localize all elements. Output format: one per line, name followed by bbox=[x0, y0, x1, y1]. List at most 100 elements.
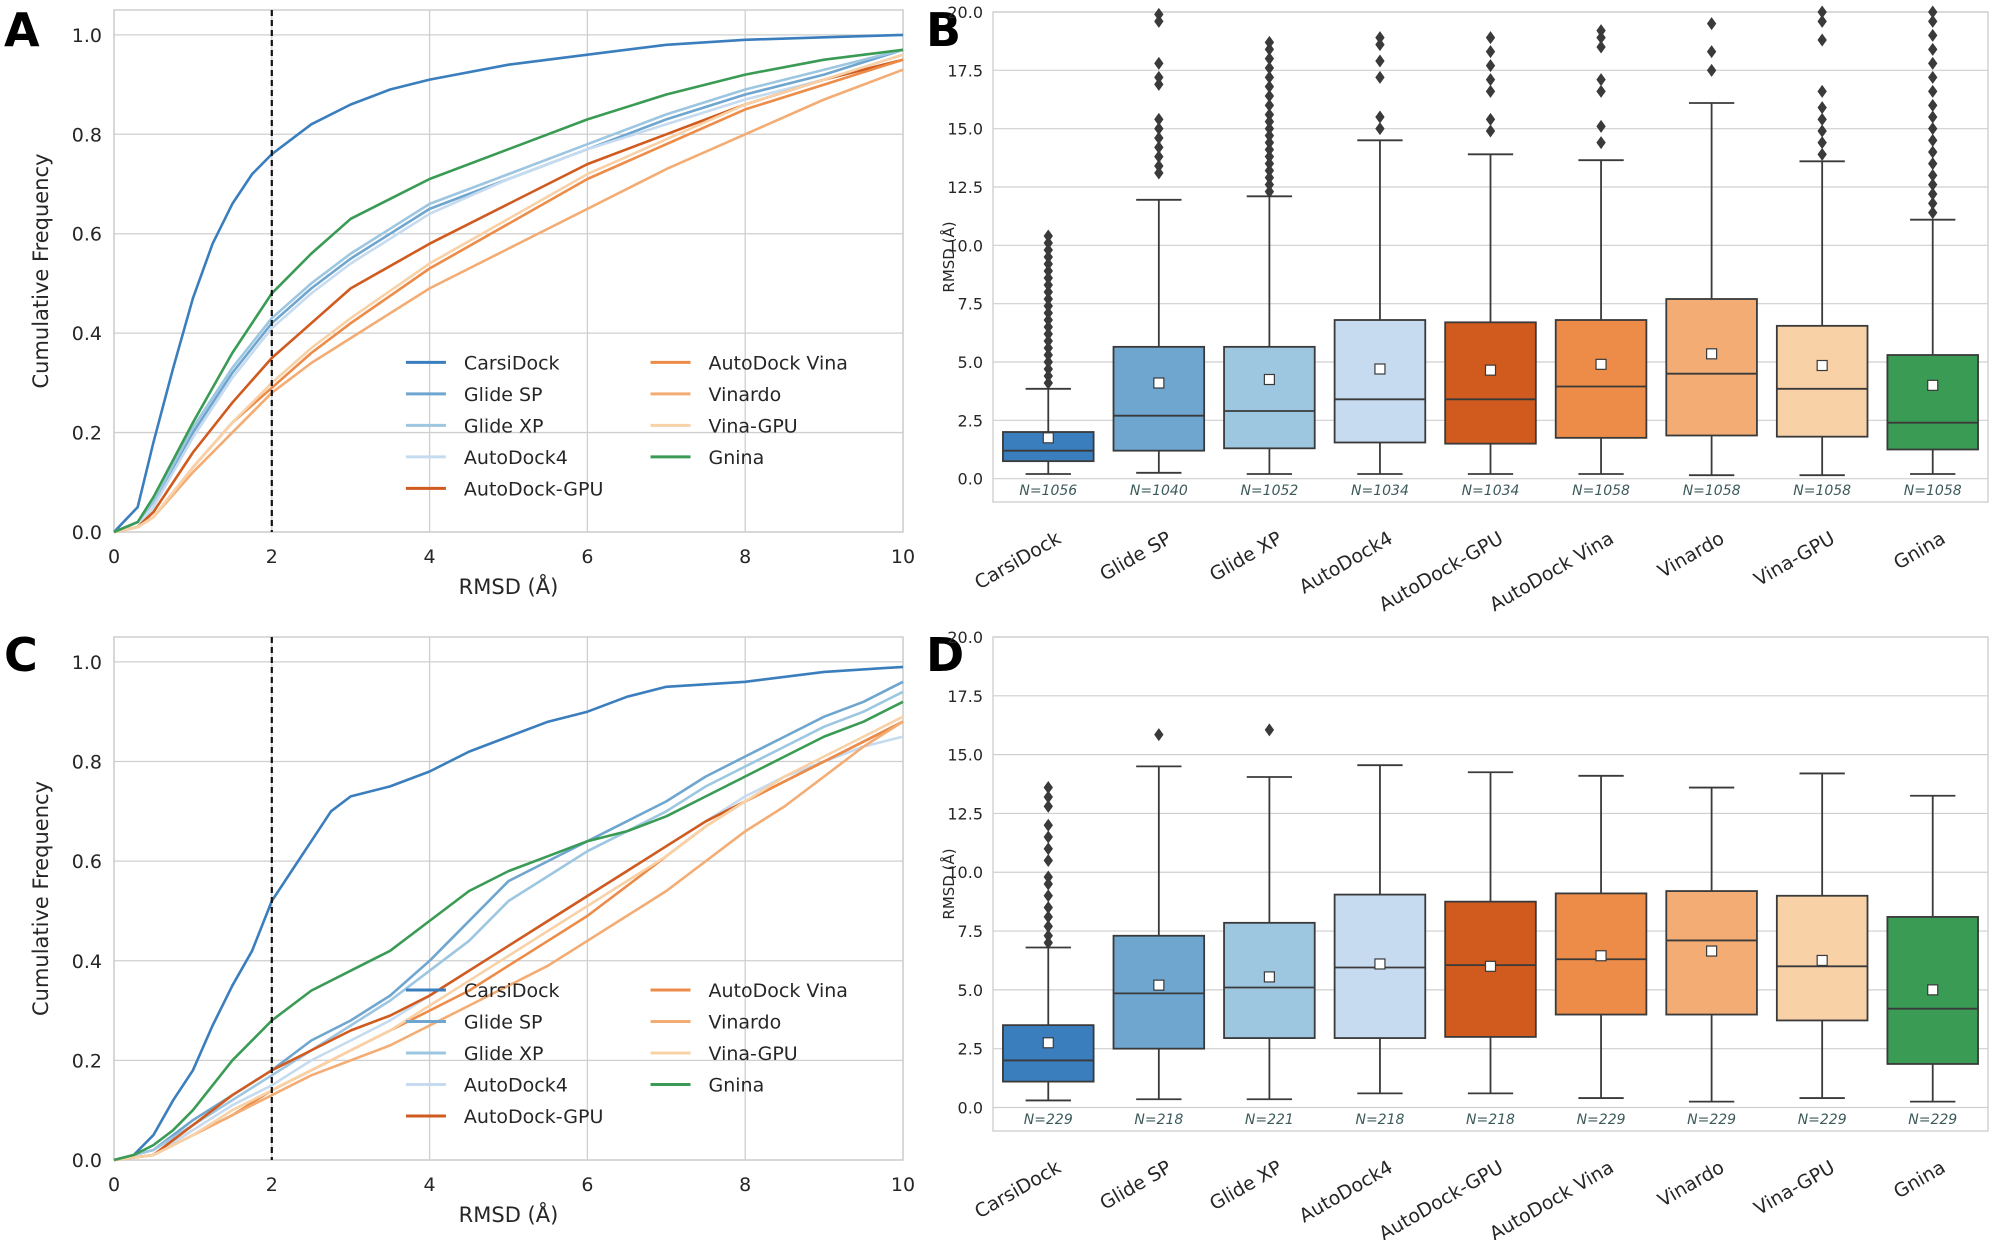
legend-label-glide-xp: Glide XP bbox=[464, 1043, 544, 1065]
count-label: N=218 bbox=[1134, 1112, 1183, 1128]
legend-label-glide-xp: Glide XP bbox=[464, 415, 544, 437]
count-label: N=229 bbox=[1687, 1112, 1736, 1128]
iqr-box bbox=[1333, 319, 1427, 444]
outlier-point bbox=[1043, 901, 1053, 915]
y-tick-label: 15.0 bbox=[947, 120, 983, 139]
outlier-point bbox=[1264, 129, 1275, 143]
count-label: N=1056 bbox=[1019, 483, 1077, 499]
legend-label-autodock-gpu: AutoDock-GPU bbox=[464, 478, 603, 500]
x-tick-label: 8 bbox=[739, 546, 751, 568]
legend-label-carsidock: CarsiDock bbox=[464, 352, 560, 374]
iqr-box bbox=[1112, 345, 1206, 452]
y-tick-label: 0.0 bbox=[72, 522, 102, 544]
mean-marker bbox=[1595, 358, 1607, 370]
y-tick-label: 7.5 bbox=[958, 922, 983, 941]
count-label: N=229 bbox=[1798, 1112, 1847, 1128]
x-tick-label: Glide SP bbox=[1096, 527, 1175, 585]
plot-frame bbox=[113, 636, 904, 1161]
legend-label-autodock-gpu: AutoDock-GPU bbox=[464, 1106, 603, 1128]
legend-label-carsidock: CarsiDock bbox=[464, 980, 560, 1002]
count-label: N=1058 bbox=[1793, 483, 1851, 499]
mean-marker bbox=[1153, 979, 1165, 991]
box-autodock-vina bbox=[1554, 24, 1648, 475]
chart-c-svg: C 0 2 4 6 8 10 0.0 0.2 0.4 0.6 0.8 1.0 RMSD (Å) Cumula… bbox=[4, 628, 915, 1227]
outlier-point bbox=[1375, 110, 1385, 124]
chart-b-svg: B 0.0 2.5 5.0 7.5 10.0 12.5 15.0 17.5 20.0 RMSD (Å… bbox=[926, 3, 1989, 616]
x-tick-label: 0 bbox=[108, 546, 120, 568]
outlier-point bbox=[1928, 14, 1938, 28]
mean-marker bbox=[1706, 945, 1718, 957]
x-tick-label: 10 bbox=[891, 546, 915, 568]
mean-marker bbox=[1374, 958, 1386, 970]
legend-label-autodock4: AutoDock4 bbox=[464, 447, 568, 469]
outlier-point bbox=[1817, 112, 1827, 126]
outlier-point bbox=[1043, 842, 1053, 856]
outlier-point bbox=[1928, 110, 1938, 124]
y-axis-label: Cumulative Frequency bbox=[29, 781, 53, 1016]
outlier-point bbox=[1928, 84, 1938, 98]
outlier-point bbox=[1264, 171, 1275, 185]
y-tick-label: 17.5 bbox=[947, 687, 983, 706]
mean-marker bbox=[1484, 364, 1497, 376]
series-line-glide-xp bbox=[113, 48, 904, 534]
legend-label-autodock4: AutoDock4 bbox=[464, 1075, 568, 1097]
y-tick-label: 7.5 bbox=[958, 295, 983, 314]
outlier-point bbox=[1264, 80, 1275, 94]
x-axis-label: RMSD (Å) bbox=[459, 573, 559, 599]
box-glide-xp bbox=[1223, 35, 1316, 475]
outlier-point bbox=[1596, 136, 1606, 150]
count-label: N=1052 bbox=[1240, 483, 1298, 499]
x-tick-label: Vina-GPU bbox=[1750, 1156, 1838, 1220]
x-tick-label: Glide SP bbox=[1096, 1156, 1175, 1214]
outlier-point bbox=[1154, 728, 1164, 742]
count-label: N=229 bbox=[1908, 1112, 1957, 1128]
y-tick-label: 5.0 bbox=[958, 353, 983, 372]
outlier-point bbox=[1154, 70, 1164, 84]
outlier-point bbox=[1706, 17, 1717, 31]
y-tick-label: 0.4 bbox=[72, 323, 102, 345]
box-autodock-gpu bbox=[1444, 31, 1537, 475]
x-tick-label: Vina-GPU bbox=[1750, 527, 1838, 591]
outlier-point bbox=[1928, 145, 1938, 159]
legend-label-gnina: Gnina bbox=[709, 1075, 765, 1097]
outlier-point bbox=[1264, 108, 1275, 122]
mean-marker bbox=[1927, 984, 1939, 996]
count-label: N=221 bbox=[1245, 1112, 1294, 1128]
outlier-point bbox=[1485, 31, 1496, 45]
series-line-gnina bbox=[113, 700, 904, 1162]
panel-letter: B bbox=[926, 3, 961, 57]
iqr-box bbox=[1112, 934, 1206, 1050]
outlier-point bbox=[1043, 889, 1053, 903]
iqr-box bbox=[1554, 319, 1648, 439]
outlier-point bbox=[1817, 136, 1827, 150]
outlier-point bbox=[1264, 157, 1275, 171]
mean-marker bbox=[1263, 971, 1275, 983]
iqr-box bbox=[1333, 893, 1427, 1039]
count-label: N=1058 bbox=[1904, 483, 1962, 499]
plot-frame bbox=[113, 9, 904, 533]
count-label: N=229 bbox=[1024, 1112, 1073, 1128]
outlier-point bbox=[1375, 31, 1385, 45]
y-tick-label: 20.0 bbox=[947, 3, 983, 22]
box-gnina bbox=[1886, 794, 1979, 1103]
y-tick-label: 0.0 bbox=[958, 470, 983, 489]
iqr-box bbox=[1775, 324, 1869, 438]
y-tick-label: 1.0 bbox=[72, 25, 102, 47]
box-autodock4 bbox=[1333, 764, 1427, 1095]
outlier-point bbox=[1928, 187, 1938, 201]
series-line-autodock4 bbox=[113, 53, 904, 534]
box-autodock-vina bbox=[1554, 774, 1648, 1099]
panel-d-boxplot-chart: D 0.0 2.5 5.0 7.5 10.0 12.5 15.0 17.5 20.0 RMSD (Å… bbox=[920, 625, 2008, 1240]
x-tick-label: AutoDock-GPU bbox=[1375, 527, 1507, 616]
count-label: N=1058 bbox=[1683, 483, 1741, 499]
count-label: N=229 bbox=[1577, 1112, 1626, 1128]
outlier-point bbox=[1485, 73, 1496, 87]
x-tick-label: 6 bbox=[581, 1174, 593, 1196]
outlier-point bbox=[1706, 63, 1717, 77]
outlier-point bbox=[1928, 168, 1938, 182]
series-line-carsidock bbox=[113, 33, 904, 533]
outlier-point bbox=[1264, 143, 1275, 157]
box-vina-gpu bbox=[1775, 772, 1869, 1099]
box-carsidock bbox=[1002, 781, 1095, 1102]
count-label: N=218 bbox=[1466, 1112, 1515, 1128]
